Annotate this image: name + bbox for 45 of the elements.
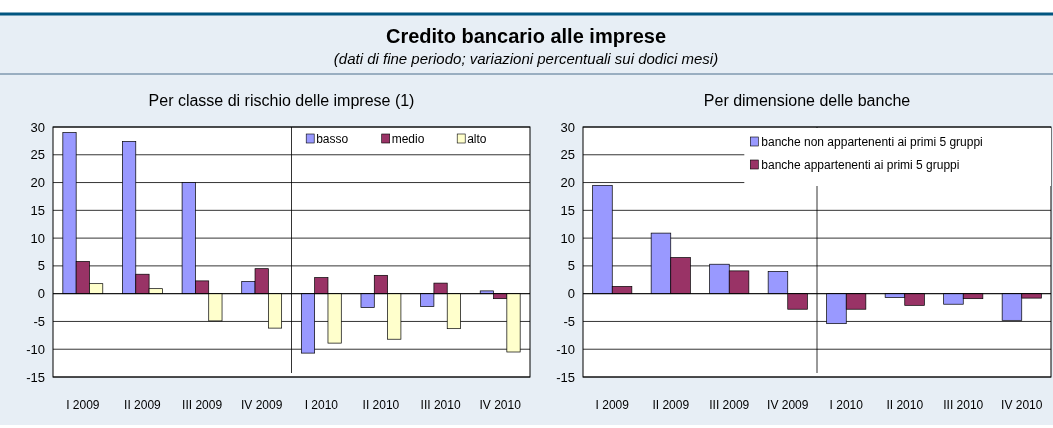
y-tick-label: -5 (563, 313, 575, 329)
x-tick-label: III 2010 (420, 398, 461, 412)
x-tick-label: II 2009 (124, 398, 162, 412)
x-tick-label: II 2010 (362, 398, 400, 412)
y-tick-label: 25 (560, 147, 575, 163)
legend-label: alto (467, 132, 487, 146)
legend-label: medio (391, 132, 425, 146)
x-tick-label: I 2010 (829, 398, 864, 412)
x-tick-label: I 2009 (66, 398, 100, 412)
x-tick-label: III 2010 (943, 398, 984, 412)
x-tick-label: III 2009 (182, 398, 223, 412)
y-tick-label: -10 (556, 341, 575, 357)
y-tick-label: 0 (37, 286, 45, 302)
x-tick-label: I 2009 (595, 398, 630, 412)
text: (dati di fine periodo; variazioni percentuali sui dodici mesi) (333, 50, 719, 67)
x-tick-label: IV 2009 (767, 398, 809, 412)
text: Credito bancario alle imprese (385, 25, 667, 47)
legend-label: banche appartenenti ai primi 5 gruppi (761, 158, 960, 172)
y-tick-label: 15 (30, 202, 45, 218)
legend-label: banche non appartenenti ai primi 5 gruppi (761, 135, 983, 149)
y-tick-label: 10 (30, 230, 45, 246)
y-tick-label: 25 (30, 147, 45, 163)
chart-title: Per dimensione delle banche (703, 92, 911, 109)
y-tick-label: -15 (556, 369, 575, 385)
y-tick-label: 30 (30, 119, 45, 135)
y-tick-label: 5 (567, 258, 575, 274)
x-tick-label: III 2009 (709, 398, 750, 412)
x-tick-label: I 2010 (304, 398, 339, 412)
y-tick-label: 20 (30, 175, 45, 191)
x-tick-label: II 2009 (652, 398, 690, 412)
y-tick-label: -15 (26, 369, 45, 385)
x-tick-label: II 2010 (886, 398, 924, 412)
legend-label: basso (316, 132, 349, 146)
y-tick-label: 5 (37, 258, 45, 274)
chart-title: Per classe di rischio delle imprese (1) (148, 92, 415, 109)
y-tick-label: 20 (560, 175, 575, 191)
y-tick-label: -5 (33, 313, 45, 329)
y-tick-label: 0 (567, 286, 575, 302)
y-tick-label: 15 (560, 202, 575, 218)
y-tick-label: 30 (560, 119, 575, 135)
y-tick-label: 10 (560, 230, 575, 246)
x-tick-label: IV 2009 (241, 398, 283, 412)
y-tick-label: -10 (26, 341, 45, 357)
x-tick-label: IV 2010 (479, 398, 522, 412)
x-tick-label: IV 2010 (1001, 398, 1043, 412)
